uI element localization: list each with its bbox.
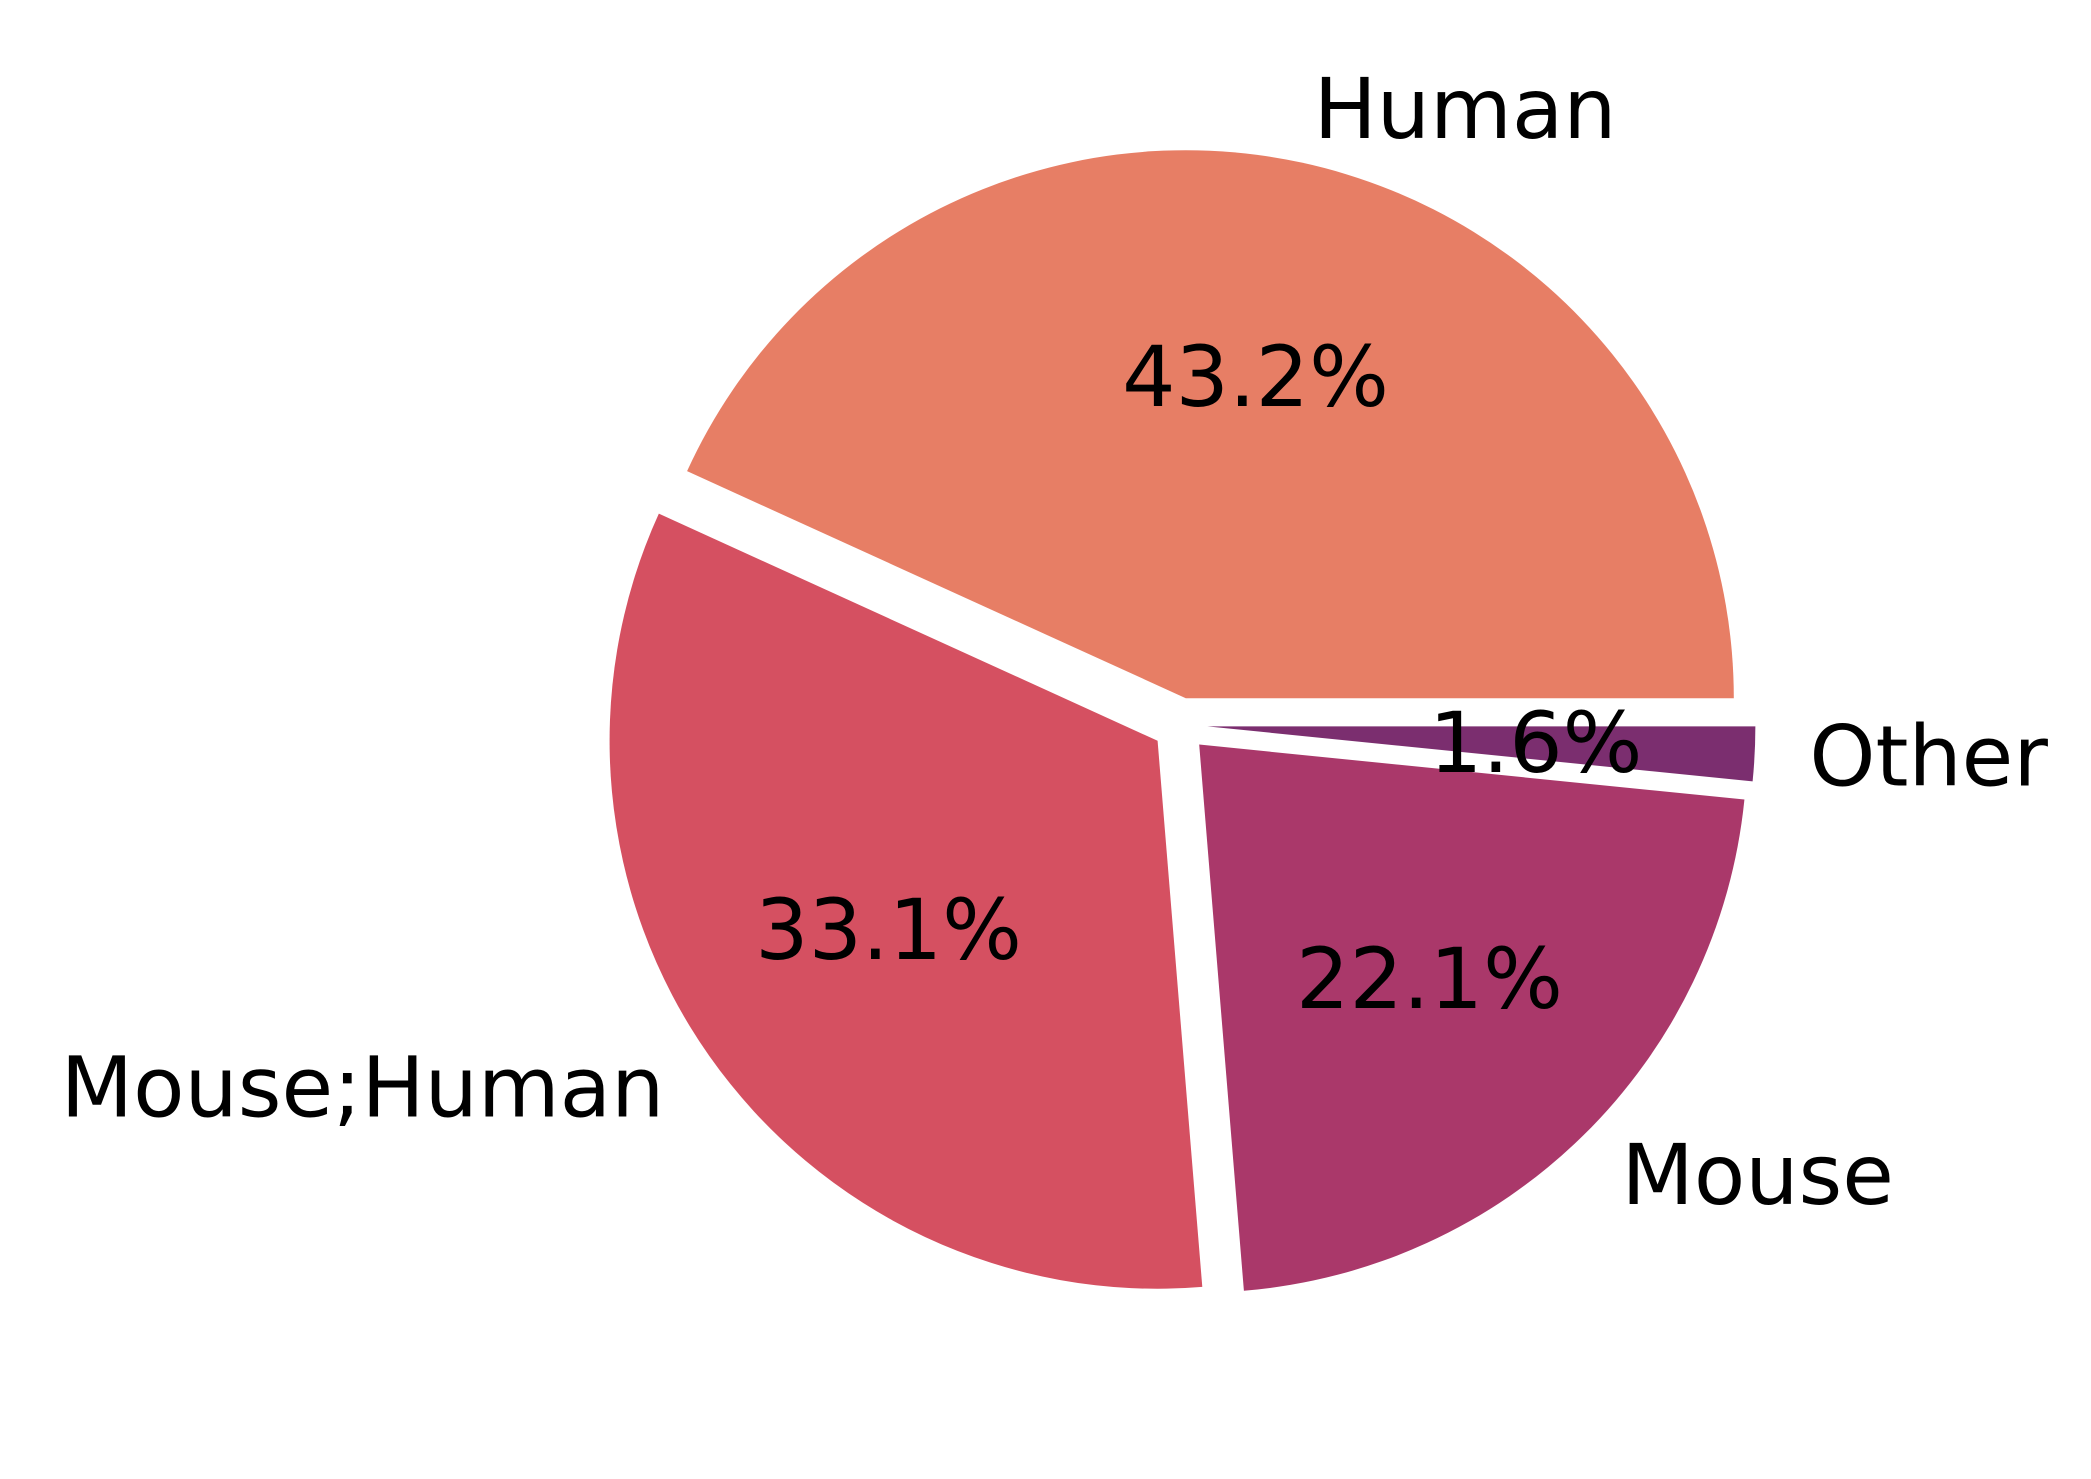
pie-slice-human — [687, 150, 1734, 699]
slice-percent-human: 43.2% — [1122, 328, 1389, 426]
pie-slices — [609, 150, 1756, 1291]
pie-slice-mouse-human — [609, 513, 1203, 1289]
slice-percent-other: 1.6% — [1429, 694, 1642, 792]
pie-labels: Human 43.2% Mouse;Human 33.1% Mouse 22.1% Othe… — [61, 60, 2049, 1224]
slice-label-mouse-human: Mouse;Human — [61, 1038, 665, 1136]
slice-label-other: Other — [1809, 708, 2048, 806]
slice-label-mouse: Mouse — [1621, 1126, 1894, 1224]
pie-slice-other — [1207, 726, 1756, 782]
slice-percent-mouse-human: 33.1% — [755, 881, 1022, 979]
pie-slice-mouse — [1199, 744, 1745, 1291]
slice-percent-mouse: 22.1% — [1296, 930, 1563, 1028]
slice-label-human: Human — [1314, 60, 1617, 158]
